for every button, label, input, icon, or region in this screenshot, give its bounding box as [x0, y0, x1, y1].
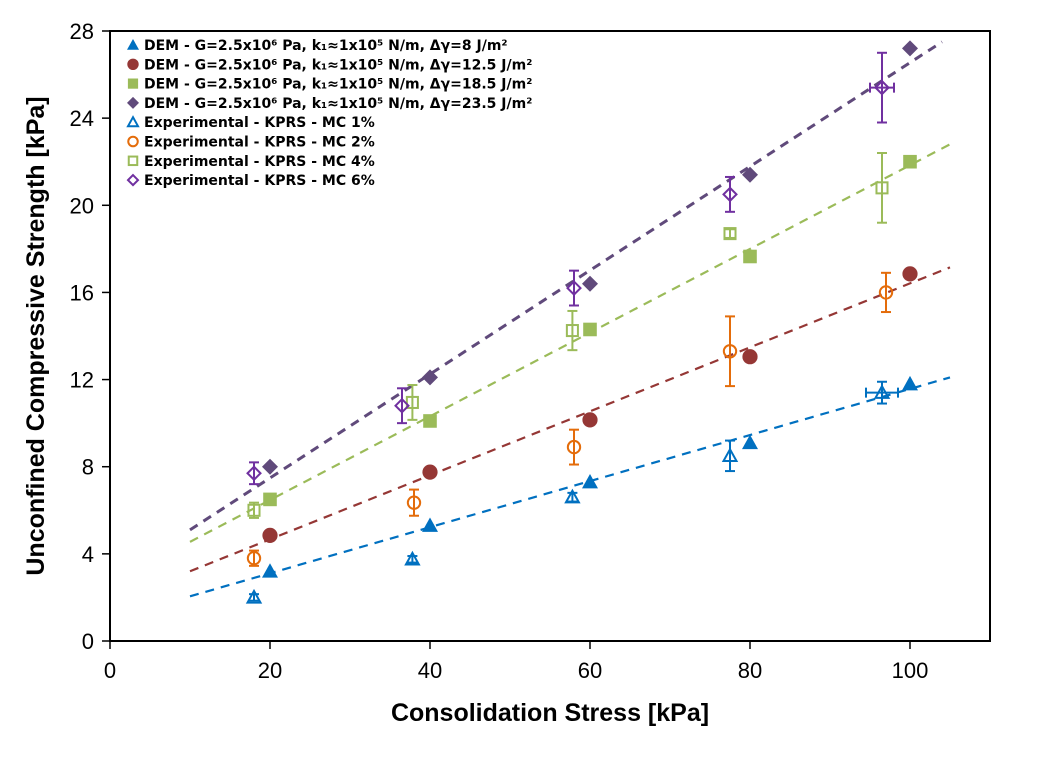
- data-point-series-4: [873, 384, 891, 399]
- data-point-series-4: [404, 550, 421, 566]
- y-tick-label: 20: [70, 193, 94, 218]
- data-point-series-6: [565, 324, 579, 338]
- data-point-series-6: [247, 503, 261, 517]
- data-point-series-2: [263, 492, 277, 507]
- trend-dem-12.5: [189, 266, 951, 573]
- legend-label-3: DEM - G=2.5x10⁶ Pa, k₁≈1x10⁵ N/m, Δγ=23.…: [144, 96, 532, 112]
- legend-label-2: DEM - G=2.5x10⁶ Pa, k₁≈1x10⁵ N/m, Δγ=18.…: [144, 77, 532, 93]
- legend-marker-7: [126, 173, 140, 187]
- data-point-series-3: [742, 166, 758, 183]
- data-point-series-5: [246, 551, 262, 566]
- x-tick-label: 0: [104, 658, 116, 683]
- x-tick-label: 20: [258, 658, 282, 683]
- legend-marker-1: [127, 58, 139, 70]
- legend-marker-2: [127, 78, 139, 89]
- y-axis-title: Unconfined Compressive Strength [kPa]: [22, 96, 50, 575]
- data-point-series-7: [722, 186, 738, 203]
- y-tick-label: 12: [70, 368, 94, 393]
- data-point-series-4: [721, 447, 739, 463]
- legend-label-7: Experimental - KPRS - MC 6%: [144, 173, 375, 189]
- data-point-series-5: [566, 439, 582, 455]
- data-point-series-1: [262, 527, 278, 543]
- plot-area-frame: [109, 30, 991, 642]
- data-point-series-4: [564, 488, 581, 504]
- x-tick-label: 60: [578, 658, 602, 683]
- data-point-series-3: [262, 458, 278, 475]
- data-point-series-7: [566, 280, 582, 296]
- data-point-series-1: [742, 349, 758, 365]
- legend: DEM - G=2.5x10⁶ Pa, k₁≈1x10⁵ N/m, Δγ=8 J…: [126, 38, 532, 189]
- legend-label-6: Experimental - KPRS - MC 4%: [144, 154, 375, 170]
- x-axis-title: Consolidation Stress [kPa]: [391, 699, 709, 727]
- data-point-series-2: [743, 249, 757, 264]
- data-point-series-0: [262, 563, 278, 578]
- data-point-series-0: [902, 375, 918, 391]
- legend-label-4: Experimental - KPRS - MC 1%: [144, 115, 375, 131]
- data-point-series-5: [406, 495, 422, 510]
- data-point-series-0: [422, 517, 438, 532]
- data-point-series-1: [582, 412, 598, 428]
- axis-ticks: 0 20 40 60 80 100 0 4 8 12 16 20 24 28: [70, 19, 929, 683]
- data-point-series-7: [246, 465, 262, 482]
- legend-marker-0: [127, 39, 139, 50]
- data-point-series-2: [903, 154, 917, 169]
- data-point-series-4: [245, 588, 263, 604]
- legend-label-0: DEM - G=2.5x10⁶ Pa, k₁≈1x10⁵ N/m, Δγ=8 J…: [144, 38, 508, 54]
- legend-label-1: DEM - G=2.5x10⁶ Pa, k₁≈1x10⁵ N/m, Δγ=12.…: [144, 57, 532, 73]
- data-point-series-6: [723, 227, 737, 241]
- data-markers: [245, 40, 918, 604]
- x-tick-label: 80: [738, 658, 762, 683]
- legend-label-5: Experimental - KPRS - MC 2%: [144, 135, 375, 151]
- data-point-series-3: [582, 275, 598, 292]
- y-tick-label: 4: [82, 542, 94, 567]
- data-point-series-6: [875, 181, 889, 195]
- y-tick-label: 16: [70, 280, 94, 305]
- data-point-series-3: [422, 369, 438, 386]
- data-point-series-6: [405, 395, 419, 409]
- y-tick-label: 28: [70, 19, 94, 44]
- data-point-series-1: [422, 464, 438, 480]
- y-tick-label: 8: [82, 455, 94, 480]
- data-point-series-0: [742, 434, 758, 450]
- data-point-series-5: [722, 344, 738, 359]
- y-tick-label: 24: [70, 106, 94, 131]
- trend-dem-23.5: [189, 40, 943, 532]
- data-point-series-3: [902, 40, 918, 57]
- legend-marker-5: [127, 135, 139, 148]
- trend-dem-8: [189, 376, 951, 598]
- data-point-series-1: [902, 266, 918, 282]
- data-point-series-0: [582, 473, 598, 489]
- data-point-series-7: [874, 79, 890, 96]
- legend-marker-6: [127, 155, 139, 167]
- legend-marker-4: [126, 115, 140, 128]
- data-point-series-7: [394, 397, 410, 414]
- y-tick-label: 0: [82, 629, 94, 654]
- trend-dem-18.5: [189, 143, 951, 543]
- data-point-series-2: [583, 322, 597, 337]
- data-point-series-2: [423, 414, 437, 428]
- legend-marker-3: [127, 96, 139, 109]
- data-point-series-5: [878, 285, 894, 300]
- x-tick-label: 40: [418, 658, 442, 683]
- x-tick-label: 100: [892, 658, 929, 683]
- trendlines: [189, 40, 951, 598]
